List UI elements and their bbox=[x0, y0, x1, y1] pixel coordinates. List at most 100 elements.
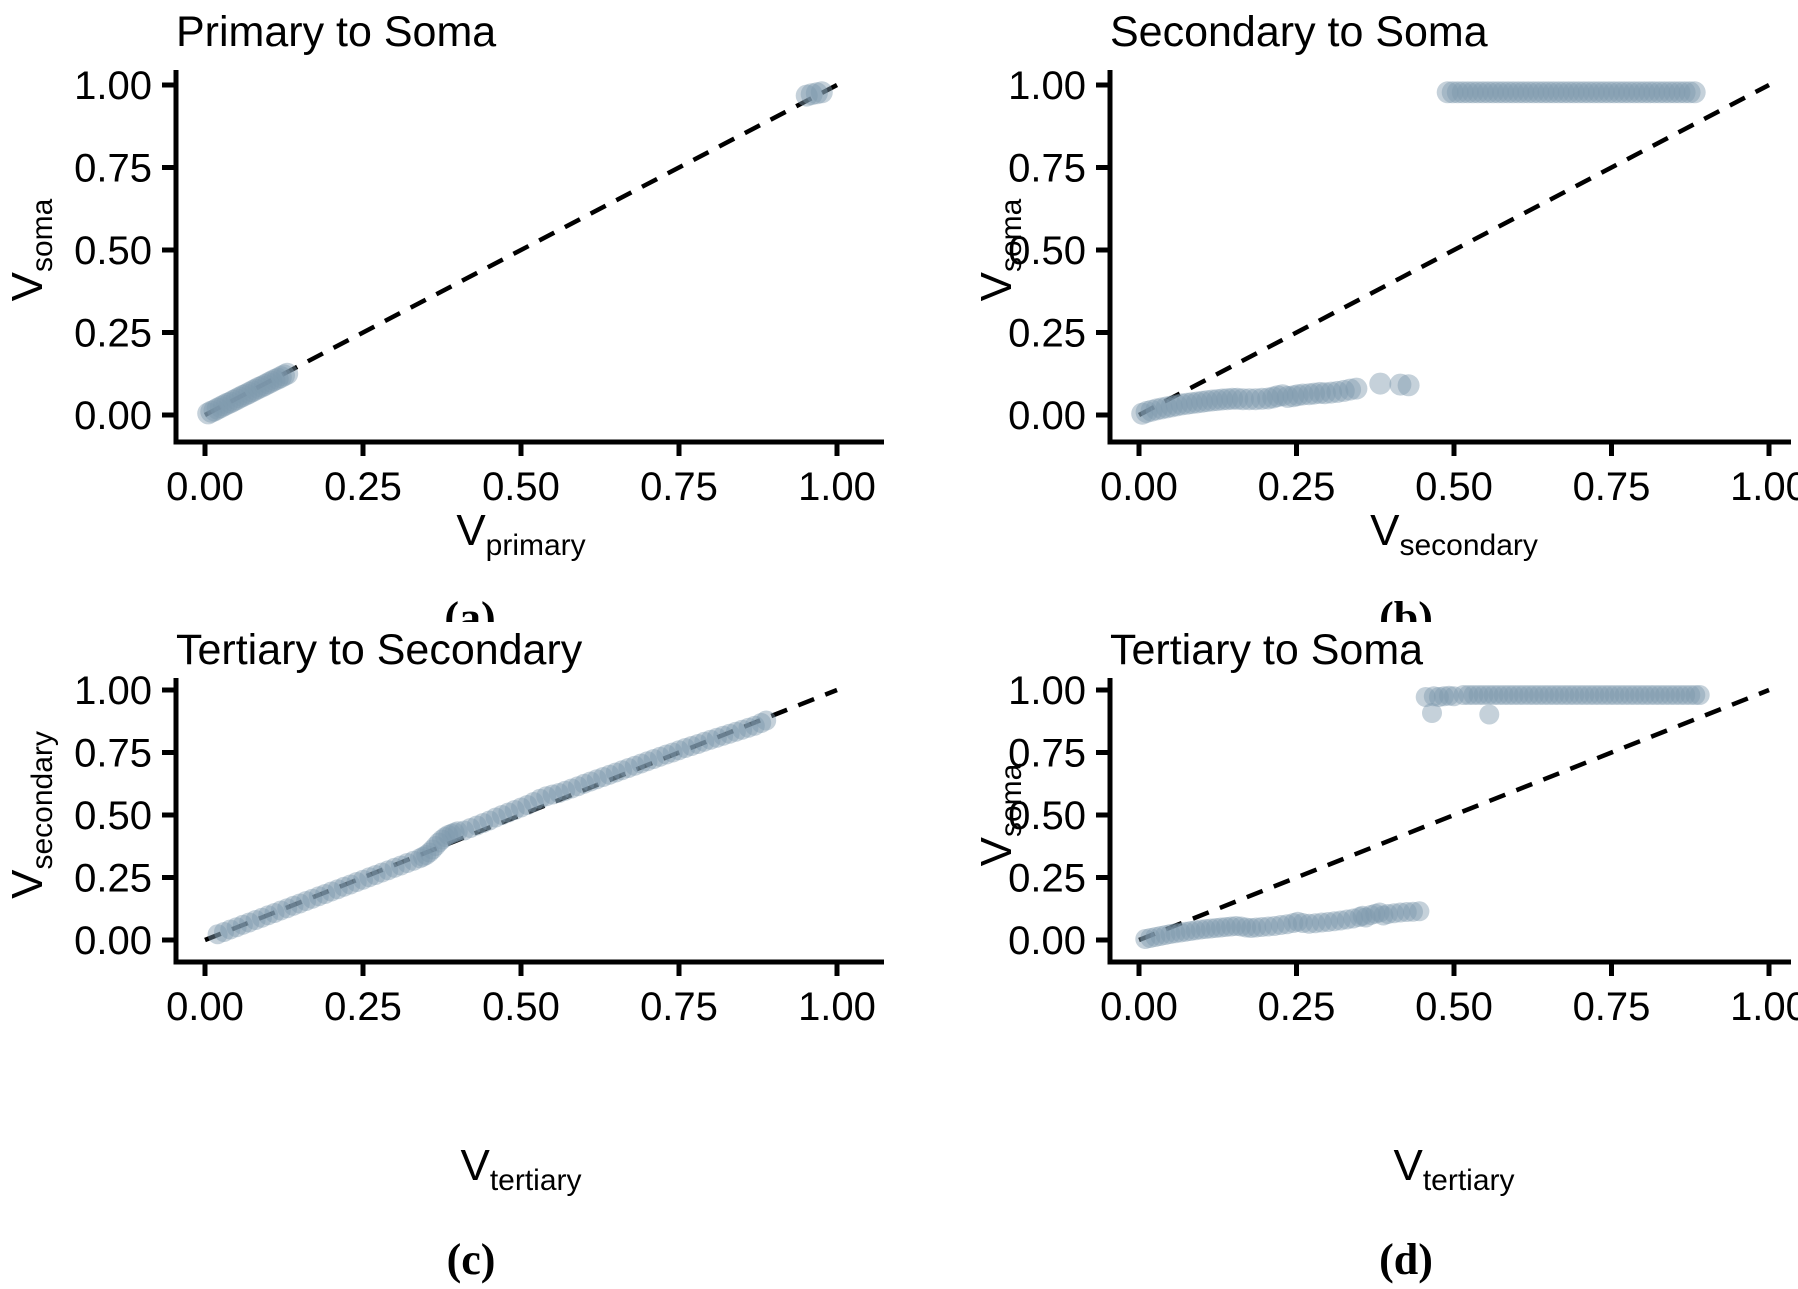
data-point bbox=[1384, 903, 1405, 924]
data-point bbox=[241, 380, 264, 403]
data-point bbox=[1477, 81, 1499, 104]
y-tick-label: 0.50 bbox=[1008, 229, 1086, 273]
data-point bbox=[1542, 81, 1565, 104]
data-point bbox=[1619, 685, 1640, 705]
data-point bbox=[283, 895, 304, 916]
data-point bbox=[1574, 685, 1595, 705]
panel-title: Tertiary to Secondary bbox=[176, 626, 583, 674]
panel-caption: (b) bbox=[1379, 593, 1433, 622]
x-tick-label: 0.25 bbox=[324, 465, 402, 509]
data-point bbox=[269, 366, 292, 389]
x-tick-label: 0.00 bbox=[1100, 465, 1178, 509]
data-point bbox=[1645, 685, 1665, 705]
data-point bbox=[1673, 81, 1696, 104]
data-point bbox=[1655, 685, 1675, 705]
data-point bbox=[1604, 685, 1625, 705]
data-point bbox=[1461, 81, 1484, 104]
data-point bbox=[1185, 920, 1206, 941]
data-point bbox=[1352, 905, 1373, 926]
y-axis-title: Vsoma bbox=[972, 763, 1028, 866]
data-point bbox=[618, 758, 639, 778]
data-point bbox=[1579, 685, 1600, 705]
data-point bbox=[1532, 81, 1555, 104]
x-tick-label: 0.75 bbox=[640, 985, 718, 1029]
data-point bbox=[1446, 81, 1469, 104]
data-point bbox=[1277, 914, 1297, 935]
panel-caption: (d) bbox=[1379, 1235, 1433, 1284]
data-point bbox=[416, 845, 437, 865]
data-point bbox=[1608, 81, 1631, 104]
data-point bbox=[1238, 388, 1261, 411]
data-point bbox=[706, 727, 727, 748]
data-point bbox=[277, 898, 298, 919]
data-point bbox=[1389, 373, 1412, 396]
data-point bbox=[751, 713, 772, 733]
data-point bbox=[1320, 381, 1343, 404]
identity-line bbox=[1137, 83, 1771, 417]
data-point bbox=[612, 760, 633, 781]
data-point bbox=[795, 84, 818, 107]
data-point bbox=[1628, 81, 1651, 104]
data-point bbox=[1221, 916, 1241, 937]
y-tick-label: 0.50 bbox=[74, 229, 152, 273]
x-tick-label: 0.00 bbox=[166, 465, 244, 509]
data-point bbox=[485, 807, 506, 828]
data-point bbox=[567, 776, 588, 797]
data-point bbox=[744, 715, 765, 736]
data-point bbox=[1436, 81, 1459, 104]
data-point bbox=[650, 746, 670, 767]
data-point bbox=[1287, 911, 1308, 932]
data-point bbox=[422, 839, 443, 860]
data-point bbox=[1349, 907, 1370, 927]
data-point bbox=[1513, 685, 1534, 705]
y-tick-label: 0.25 bbox=[74, 312, 152, 356]
x-tick-label: 0.75 bbox=[1573, 465, 1651, 509]
data-point bbox=[810, 81, 833, 104]
data-point bbox=[1165, 394, 1188, 417]
panel-title: Secondary to Soma bbox=[1110, 8, 1488, 56]
data-point bbox=[1343, 908, 1364, 929]
data-point bbox=[1422, 703, 1442, 723]
data-point bbox=[700, 729, 721, 750]
data-point bbox=[1522, 81, 1545, 104]
data-point bbox=[1658, 81, 1681, 104]
data-point bbox=[1643, 81, 1666, 104]
data-point bbox=[1236, 917, 1257, 938]
data-point bbox=[1638, 81, 1661, 104]
data-point bbox=[238, 381, 261, 404]
series-low-voltage-chain bbox=[197, 362, 299, 425]
data-point bbox=[1609, 685, 1630, 705]
data-point bbox=[1633, 81, 1656, 104]
data-point bbox=[1487, 81, 1510, 104]
data-point bbox=[1150, 397, 1173, 420]
data-point bbox=[340, 874, 361, 895]
data-point bbox=[1665, 685, 1686, 705]
data-point bbox=[542, 784, 563, 805]
data-point bbox=[214, 922, 234, 942]
x-tick-label: 1.00 bbox=[1730, 465, 1798, 509]
y-tick-label: 0.50 bbox=[74, 794, 152, 838]
data-point bbox=[245, 910, 266, 930]
data-point bbox=[1473, 685, 1494, 705]
data-point bbox=[1318, 912, 1338, 932]
data-point bbox=[225, 388, 248, 411]
data-point bbox=[725, 721, 746, 742]
data-point bbox=[1678, 81, 1701, 104]
data-point bbox=[1584, 685, 1605, 705]
data-point bbox=[1598, 81, 1620, 104]
data-point bbox=[222, 389, 245, 412]
data-point bbox=[334, 876, 354, 897]
data-point bbox=[593, 767, 614, 787]
data-point bbox=[492, 805, 512, 825]
panel-caption: (c) bbox=[447, 1235, 496, 1284]
data-point bbox=[1478, 685, 1499, 705]
identity-line bbox=[1138, 687, 1770, 943]
data-point bbox=[264, 903, 285, 923]
data-point bbox=[296, 891, 317, 911]
data-point bbox=[1508, 685, 1529, 705]
data-point bbox=[365, 865, 386, 885]
data-point bbox=[1262, 386, 1285, 409]
y-axis-title-group: Vsoma bbox=[3, 198, 59, 301]
data-point bbox=[1231, 388, 1254, 411]
x-tick-label: 0.25 bbox=[1258, 465, 1336, 509]
